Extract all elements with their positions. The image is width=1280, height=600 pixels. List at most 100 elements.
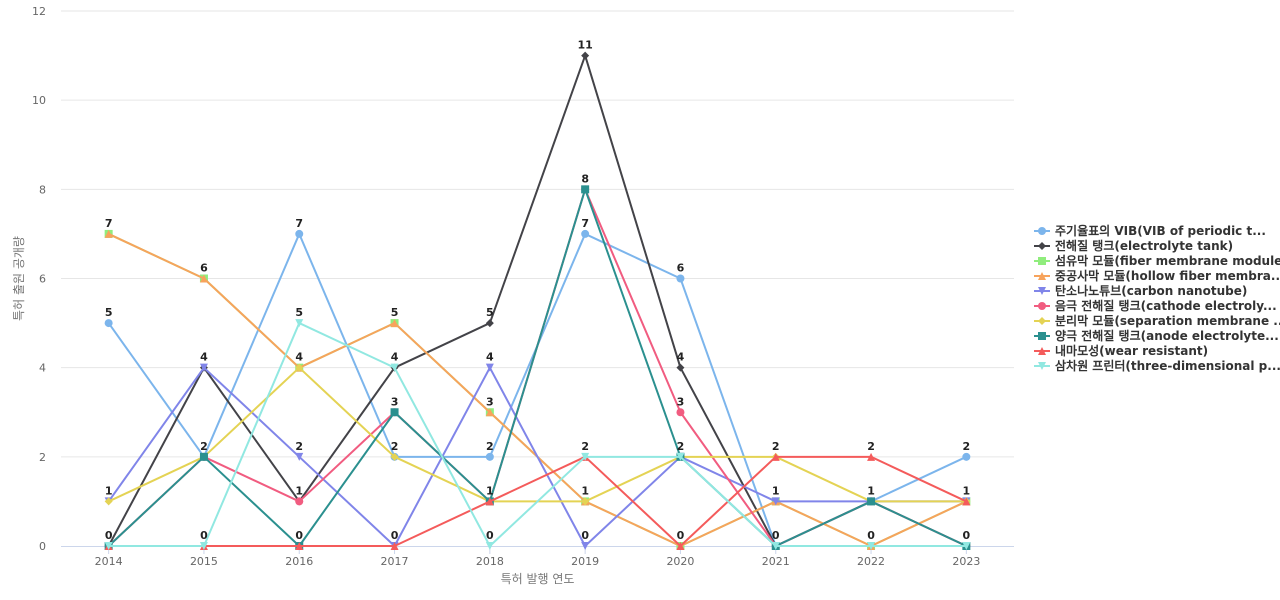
data-label: 4 — [295, 351, 303, 364]
y-tick-label: 6 — [39, 273, 46, 286]
legend-item[interactable]: 중공사막 모듈(hollow fiber membra... — [1034, 268, 1280, 283]
data-label: 0 — [677, 529, 685, 542]
data-point — [390, 408, 399, 417]
data-label: 5 — [105, 306, 113, 319]
data-point — [962, 452, 971, 461]
data-label: 6 — [200, 262, 208, 275]
legend-label: 분리막 모듈(separation membrane ... — [1055, 313, 1280, 328]
legend[interactable]: 주기율표의 VIB(VIB of periodic t...전해질 탱크(ele… — [1034, 223, 1280, 373]
x-tick-label: 2015 — [190, 555, 218, 568]
legend-item[interactable]: 삼차원 프린터(three-dimensional p... — [1034, 358, 1280, 373]
data-point — [104, 497, 113, 506]
legend-item[interactable]: 음극 전해질 탱크(cathode electroly... — [1034, 298, 1277, 313]
y-axis-title: 특허 출원 공개량 — [12, 236, 26, 321]
legend-label: 탄소나노튜브(carbon nanotube) — [1055, 283, 1247, 298]
data-label: 7 — [581, 217, 589, 230]
data-point — [581, 185, 590, 194]
data-point — [581, 497, 590, 506]
data-point — [295, 229, 304, 238]
legend-item[interactable]: 내마모성(wear resistant) — [1034, 343, 1208, 358]
data-point — [485, 408, 494, 417]
data-point — [295, 542, 304, 550]
data-point — [295, 363, 304, 372]
legend-item[interactable]: 분리막 모듈(separation membrane ... — [1034, 313, 1280, 328]
series-line — [108, 233, 967, 547]
data-point — [485, 319, 494, 328]
data-point — [676, 542, 685, 550]
legend-item[interactable]: 주기율표의 VIB(VIB of periodic t... — [1034, 223, 1266, 238]
data-point — [962, 497, 971, 506]
x-tick-label: 2018 — [476, 555, 504, 568]
legend-item[interactable]: 양극 전해질 탱크(anode electrolyte... — [1034, 328, 1279, 343]
x-axis-ticks: 2014 2015 2016 2017 2018 2019 2020 2021 2022 2023 — [95, 546, 980, 568]
data-label: 3 — [677, 395, 685, 408]
legend-marker — [1038, 227, 1046, 235]
data-label: 2 — [772, 440, 780, 453]
x-tick-label: 2016 — [285, 555, 313, 568]
data-label: 1 — [581, 484, 589, 497]
data-label: 0 — [295, 529, 303, 542]
series-line — [108, 455, 967, 547]
legend-marker — [1038, 317, 1046, 325]
data-point — [771, 542, 780, 550]
data-label: 1 — [963, 484, 971, 497]
data-point — [676, 452, 685, 461]
data-point — [390, 452, 399, 461]
data-label: 2 — [867, 440, 875, 453]
data-point — [295, 452, 304, 461]
legend-item[interactable]: 탄소나노튜브(carbon nanotube) — [1034, 283, 1247, 298]
data-label: 0 — [200, 529, 208, 542]
data-point — [295, 319, 304, 328]
y-tick-label: 12 — [32, 5, 46, 18]
data-point — [485, 363, 494, 372]
legend-label: 중공사막 모듈(hollow fiber membra... — [1055, 268, 1280, 283]
legend-item[interactable]: 섬유막 모듈(fiber membrane module) — [1034, 253, 1280, 268]
data-label: 0 — [581, 529, 589, 542]
legend-marker — [1038, 257, 1046, 265]
data-point — [104, 319, 113, 328]
data-label: 0 — [963, 529, 971, 542]
data-point — [581, 229, 590, 238]
x-axis-title: 특허 발행 연도 — [501, 571, 575, 586]
data-label: 1 — [867, 484, 875, 497]
data-point — [676, 408, 685, 417]
data-point — [390, 319, 399, 328]
x-tick-label: 2014 — [95, 555, 123, 568]
data-point — [390, 542, 399, 550]
data-point — [581, 51, 590, 60]
data-label: 6 — [677, 262, 685, 275]
legend-label: 전해질 탱크(electrolyte tank) — [1055, 238, 1233, 253]
data-point — [390, 363, 399, 372]
data-point — [104, 229, 113, 238]
series-line — [108, 366, 967, 503]
data-label: 7 — [105, 217, 113, 230]
data-label: 8 — [581, 172, 589, 185]
x-tick-label: 2017 — [381, 555, 409, 568]
data-point — [581, 452, 590, 461]
data-point — [295, 497, 304, 506]
data-label: 0 — [391, 529, 399, 542]
data-point — [199, 452, 208, 461]
data-point — [771, 452, 780, 461]
data-label: 3 — [486, 395, 494, 408]
legend-item[interactable]: 전해질 탱크(electrolyte tank) — [1034, 238, 1233, 253]
series-line — [107, 188, 967, 547]
y-tick-label: 2 — [39, 451, 46, 464]
y-tick-label: 8 — [39, 183, 46, 196]
data-label: 0 — [867, 529, 875, 542]
legend-label: 양극 전해질 탱크(anode electrolyte... — [1055, 328, 1279, 343]
data-label: 1 — [295, 484, 303, 497]
data-label: 0 — [772, 529, 780, 542]
data-label: 0 — [105, 529, 113, 542]
legend-marker — [1038, 347, 1046, 355]
data-point — [104, 542, 113, 550]
data-point — [771, 497, 780, 506]
data-point — [867, 542, 876, 550]
data-label: 11 — [577, 39, 592, 52]
data-label: 7 — [295, 217, 303, 230]
data-label: 4 — [200, 351, 208, 364]
legend-marker — [1038, 242, 1046, 250]
data-label: 1 — [486, 484, 494, 497]
data-point — [199, 542, 208, 550]
